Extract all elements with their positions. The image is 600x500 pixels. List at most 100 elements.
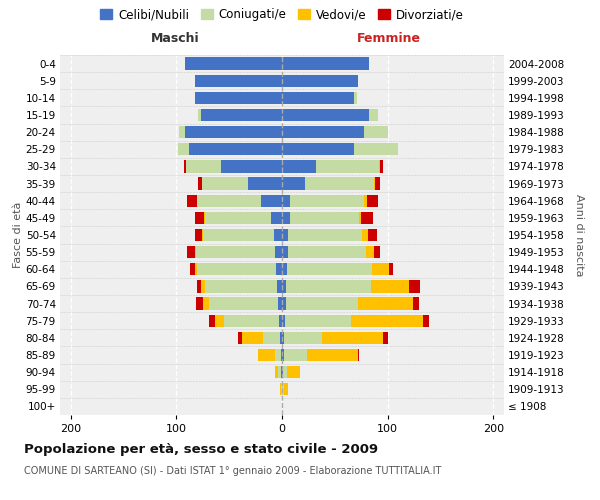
Bar (282, 58, 368, 70)
Bar (184, 160, 282, 172)
Bar (205, 280, 282, 292)
Bar (202, 178, 282, 190)
Bar (179, 126, 282, 138)
Bar (282, 332, 383, 344)
Bar (185, 126, 282, 138)
Bar (203, 229, 282, 241)
Bar (197, 194, 282, 207)
Bar (199, 178, 282, 190)
Bar (282, 143, 398, 156)
Bar (196, 74, 282, 87)
Bar (282, 143, 354, 156)
Bar (275, 366, 282, 378)
Bar (280, 383, 282, 396)
Bar (282, 58, 368, 70)
Bar (282, 314, 351, 327)
Bar (282, 332, 284, 344)
Bar (282, 58, 368, 70)
Bar (282, 194, 290, 207)
Bar (282, 383, 289, 396)
Bar (209, 298, 282, 310)
Bar (282, 349, 284, 361)
Bar (263, 332, 282, 344)
Bar (282, 160, 379, 172)
Bar (196, 92, 282, 104)
Bar (282, 298, 286, 310)
Bar (257, 349, 282, 361)
Bar (278, 366, 282, 378)
Bar (278, 298, 282, 310)
Bar (275, 246, 282, 258)
Bar (282, 246, 365, 258)
Bar (282, 194, 378, 207)
Bar (221, 160, 282, 172)
Bar (190, 263, 282, 276)
Bar (282, 92, 357, 104)
Bar (281, 383, 282, 396)
Legend: Celibi/Nubili, Coniugati/e, Vedovi/e, Divorziati/e: Celibi/Nubili, Coniugati/e, Vedovi/e, Di… (95, 4, 469, 26)
Bar (282, 229, 377, 241)
Bar (282, 160, 316, 172)
Bar (205, 212, 282, 224)
Bar (279, 314, 282, 327)
Text: Femmine: Femmine (356, 32, 421, 44)
Bar (242, 332, 282, 344)
Bar (282, 126, 388, 138)
Bar (199, 109, 282, 121)
Bar (282, 314, 422, 327)
Bar (282, 160, 380, 172)
Bar (282, 332, 388, 344)
Bar (178, 143, 282, 156)
Bar (282, 314, 285, 327)
Bar (282, 126, 388, 138)
Bar (282, 366, 287, 378)
Bar (196, 74, 282, 87)
Bar (282, 109, 378, 121)
Bar (282, 280, 286, 292)
Y-axis label: Anni di nascita: Anni di nascita (574, 194, 584, 276)
Bar (282, 349, 307, 361)
Bar (282, 178, 380, 190)
Bar (196, 212, 282, 224)
Bar (282, 212, 361, 224)
Bar (197, 194, 282, 207)
Bar (282, 383, 289, 396)
Bar (282, 229, 289, 241)
Bar (203, 298, 282, 310)
Bar (178, 143, 282, 156)
Text: Maschi: Maschi (151, 32, 200, 44)
Bar (185, 58, 282, 70)
Bar (282, 92, 354, 104)
Bar (187, 194, 282, 207)
Bar (204, 212, 282, 224)
Bar (200, 280, 282, 292)
Bar (282, 298, 419, 310)
Bar (277, 280, 282, 292)
Bar (282, 246, 380, 258)
Bar (282, 229, 368, 241)
Bar (282, 314, 429, 327)
Bar (281, 366, 282, 378)
Bar (282, 366, 300, 378)
Bar (261, 194, 282, 207)
Bar (196, 229, 282, 241)
Bar (178, 143, 282, 156)
Bar (196, 74, 282, 87)
Bar (282, 298, 358, 310)
Bar (282, 126, 388, 138)
Bar (282, 298, 413, 310)
Bar (197, 280, 282, 292)
Bar (196, 92, 282, 104)
Bar (282, 194, 364, 207)
Bar (282, 332, 322, 344)
Bar (282, 92, 357, 104)
Bar (196, 246, 282, 258)
Bar (185, 58, 282, 70)
Bar (282, 349, 359, 361)
Bar (238, 332, 282, 344)
Bar (186, 160, 282, 172)
Bar (282, 229, 362, 241)
Bar (275, 263, 282, 276)
Bar (199, 109, 282, 121)
Bar (186, 160, 282, 172)
